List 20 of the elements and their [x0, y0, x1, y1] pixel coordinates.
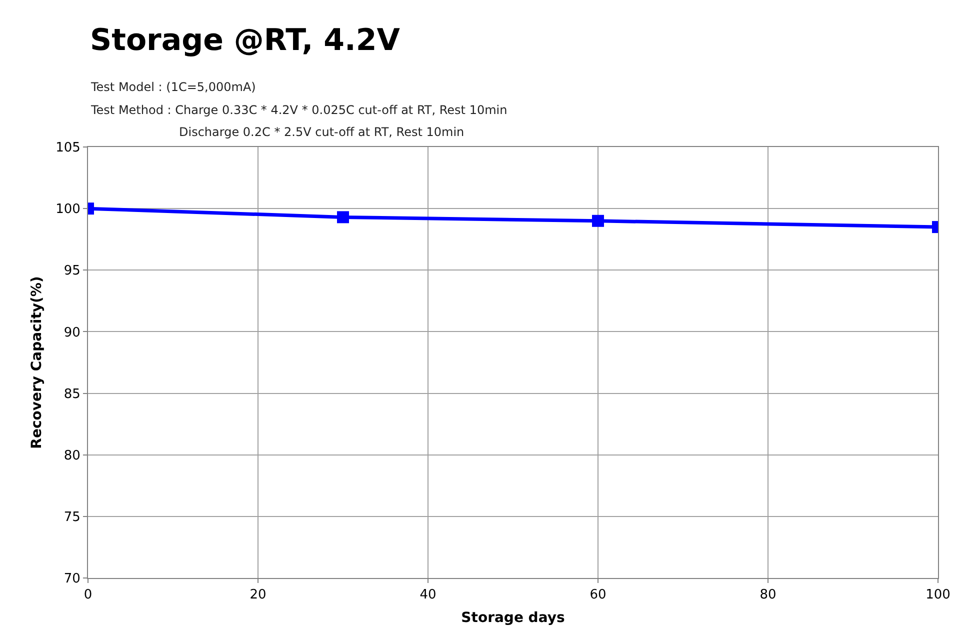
y-tick-label: 100 — [56, 202, 80, 218]
x-tick-label: 0 — [84, 588, 92, 603]
text: Test Method : Charge 0.33C * 4.2V * 0.025C cut-off at RT, Rest 10min — [90, 103, 508, 117]
x-axis-title: Storage days — [461, 610, 565, 626]
x-tick-label: 40 — [420, 588, 436, 603]
x-tick-label: 60 — [590, 588, 606, 603]
y-tick-label: 70 — [64, 572, 80, 587]
text: Test Model : (1C=5,000mA) — [90, 80, 256, 94]
y-tick-label: 85 — [64, 386, 80, 402]
y-tick-label: 75 — [64, 510, 80, 525]
chart-title: Storage @RT, 4.2V — [90, 23, 401, 58]
x-tick-label: 80 — [760, 588, 776, 603]
y-tick-label: 80 — [64, 448, 80, 464]
x-tick-label: 100 — [926, 588, 950, 603]
text: Discharge 0.2C * 2.5V cut-off at RT, Rest 10min — [179, 125, 464, 139]
x-tick-label: 20 — [250, 588, 266, 603]
y-tick-label: 105 — [56, 140, 80, 156]
y-tick-label: 95 — [64, 264, 80, 279]
y-axis-title: Recovery Capacity(%) — [29, 276, 46, 449]
y-tick-label: 90 — [64, 325, 80, 340]
